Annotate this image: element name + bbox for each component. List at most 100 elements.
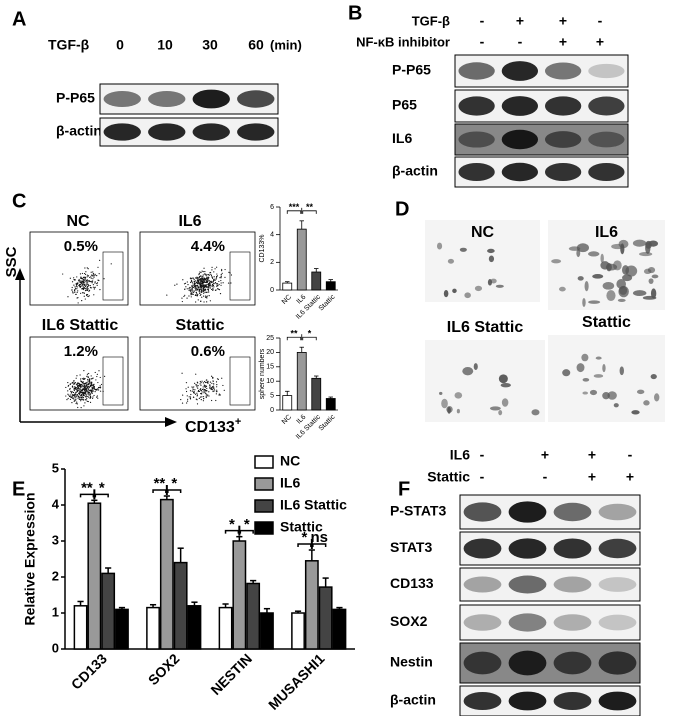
y-tick-label: 25 bbox=[266, 335, 274, 342]
event-dot bbox=[197, 280, 199, 282]
blot-label: P-STAT3 bbox=[390, 503, 446, 519]
blot-band bbox=[508, 538, 547, 559]
event-dot bbox=[216, 284, 218, 286]
event-dot bbox=[86, 388, 88, 390]
event-dot bbox=[216, 386, 218, 388]
event-dot bbox=[207, 289, 210, 291]
event-dot bbox=[103, 278, 105, 280]
event-dot bbox=[80, 394, 83, 396]
event-dot bbox=[215, 278, 218, 280]
event-dot bbox=[203, 392, 205, 394]
event-dot bbox=[84, 273, 87, 275]
event-dot bbox=[85, 271, 87, 273]
error-bar bbox=[336, 606, 343, 610]
event-dot bbox=[92, 384, 94, 386]
event-dot bbox=[102, 390, 104, 392]
event-dot bbox=[82, 278, 85, 280]
event-dot bbox=[202, 279, 204, 281]
event-dot bbox=[212, 283, 214, 286]
blot-band bbox=[598, 651, 637, 675]
event-dot bbox=[70, 394, 72, 396]
event-dot bbox=[202, 291, 204, 293]
event-dot bbox=[86, 289, 88, 292]
event-dot bbox=[217, 285, 219, 287]
event-dot bbox=[91, 397, 94, 399]
event-dot bbox=[224, 276, 226, 278]
error-bar bbox=[222, 603, 229, 608]
event-dot bbox=[76, 283, 78, 285]
event-dot bbox=[87, 391, 89, 393]
event-dot bbox=[85, 396, 87, 398]
event-dot bbox=[89, 276, 91, 279]
event-dot bbox=[75, 377, 77, 379]
event-dot bbox=[224, 268, 226, 271]
event-dot bbox=[73, 388, 75, 391]
blot-band bbox=[192, 123, 230, 141]
event-dot bbox=[186, 297, 188, 299]
error-bar bbox=[328, 396, 333, 399]
event-dot bbox=[208, 287, 210, 289]
event-dot bbox=[73, 383, 75, 385]
event-dot bbox=[81, 280, 84, 282]
event-dot bbox=[88, 394, 90, 396]
x-tick-label: IL6 bbox=[296, 294, 308, 306]
event-dot bbox=[93, 275, 95, 277]
event-dot bbox=[84, 387, 86, 389]
event-dot bbox=[89, 401, 92, 403]
event-dot bbox=[197, 299, 199, 301]
event-dot bbox=[81, 284, 83, 286]
blot-band bbox=[598, 503, 637, 521]
image-title: NC bbox=[471, 224, 495, 241]
event-dot bbox=[194, 382, 196, 384]
event-dot bbox=[82, 394, 84, 396]
event-dot bbox=[74, 288, 76, 291]
event-dot bbox=[215, 289, 217, 291]
event-dot bbox=[78, 284, 80, 286]
event-dot bbox=[199, 278, 201, 280]
axis-title-sup: + bbox=[235, 416, 241, 428]
sphere bbox=[600, 253, 604, 263]
event-dot bbox=[181, 297, 183, 299]
event-dot bbox=[200, 388, 202, 390]
label: 60 bbox=[248, 37, 264, 53]
event-dot bbox=[191, 291, 193, 293]
panel-label: F bbox=[398, 478, 410, 500]
event-dot bbox=[198, 390, 200, 392]
event-dot bbox=[73, 284, 75, 286]
legend-label: NC bbox=[280, 453, 300, 469]
event-dot bbox=[86, 381, 88, 384]
event-dot bbox=[80, 285, 82, 287]
sphere bbox=[593, 374, 604, 378]
error-bar bbox=[308, 549, 315, 561]
event-dot bbox=[186, 400, 189, 402]
event-dot bbox=[77, 385, 79, 387]
blot-band bbox=[598, 538, 637, 559]
event-dot bbox=[93, 387, 96, 389]
event-dot bbox=[192, 293, 194, 295]
event-dot bbox=[193, 396, 195, 398]
event-dot bbox=[209, 287, 212, 289]
event-dot bbox=[71, 401, 73, 404]
event-dot bbox=[84, 283, 86, 285]
sphere bbox=[443, 289, 449, 298]
bar bbox=[187, 605, 202, 650]
event-dot bbox=[86, 280, 88, 282]
event-dot bbox=[70, 396, 72, 398]
blot-band bbox=[237, 123, 275, 141]
event-dot bbox=[77, 390, 79, 392]
event-dot bbox=[200, 289, 202, 292]
bar bbox=[332, 608, 347, 650]
event-dot bbox=[88, 392, 91, 394]
sphere bbox=[648, 240, 659, 247]
blot-band bbox=[508, 613, 547, 632]
event-dot bbox=[82, 397, 84, 399]
event-dot bbox=[88, 396, 90, 398]
event-dot bbox=[79, 398, 82, 400]
sphere bbox=[462, 366, 474, 376]
sphere bbox=[632, 239, 647, 247]
event-dot bbox=[216, 389, 218, 391]
event-dot bbox=[216, 378, 219, 380]
event-dot bbox=[201, 380, 203, 382]
event-dot bbox=[201, 276, 203, 278]
event-dot bbox=[80, 277, 82, 279]
